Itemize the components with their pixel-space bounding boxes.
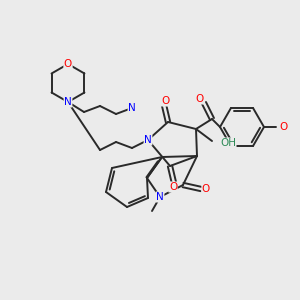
- Text: N: N: [128, 103, 136, 113]
- Text: OH: OH: [220, 138, 236, 148]
- Text: O: O: [280, 122, 288, 132]
- Text: O: O: [196, 94, 204, 104]
- Text: O: O: [169, 182, 177, 192]
- Text: N: N: [156, 192, 164, 202]
- Text: O: O: [64, 59, 72, 69]
- Text: O: O: [202, 184, 210, 194]
- Text: N: N: [64, 97, 72, 107]
- Text: O: O: [161, 96, 169, 106]
- Text: N: N: [144, 135, 152, 145]
